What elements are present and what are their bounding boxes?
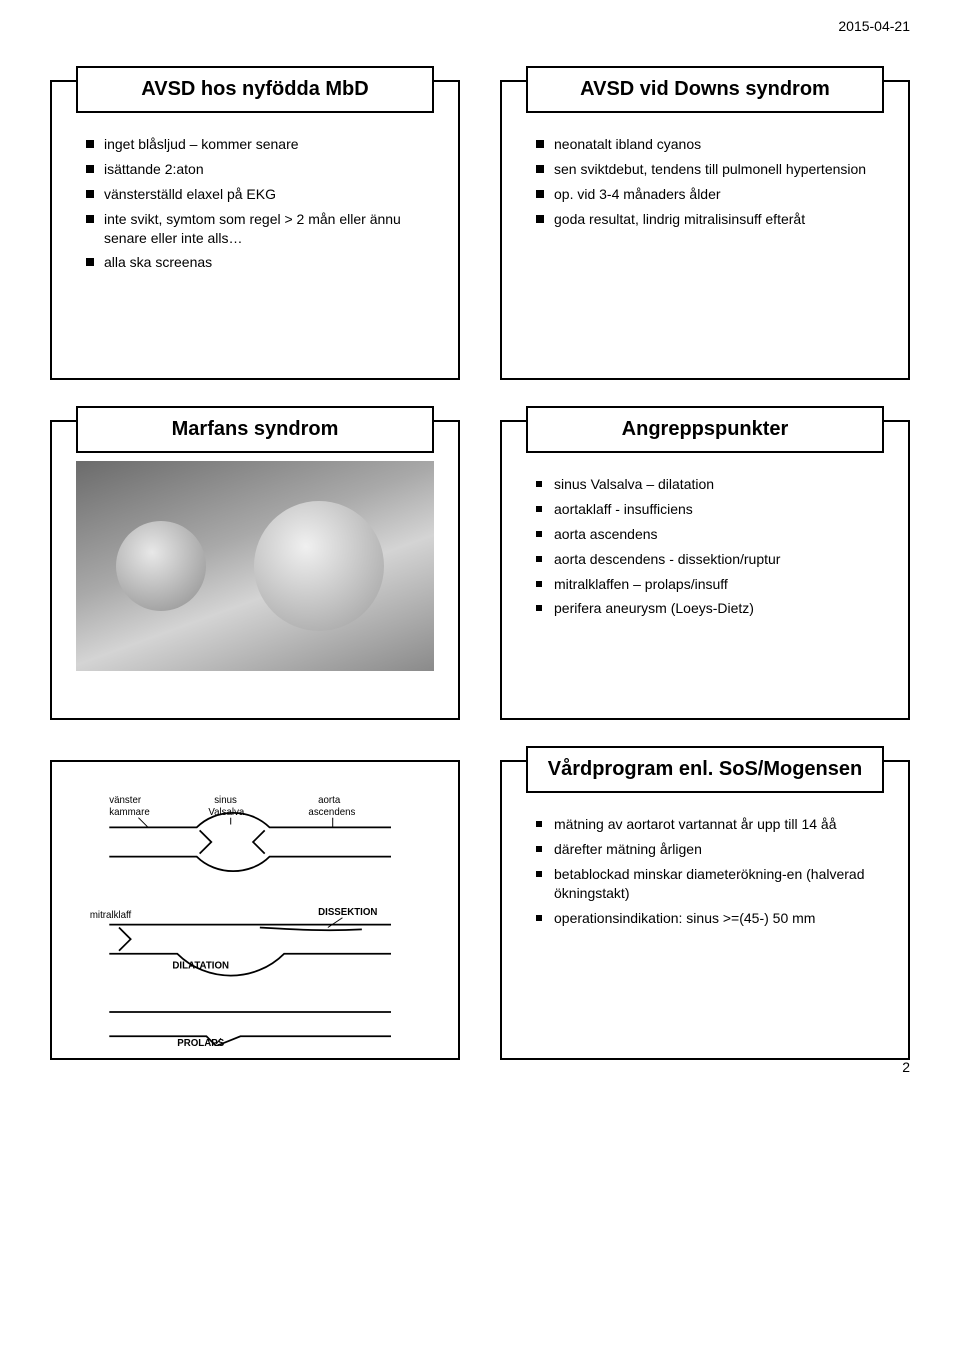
list-item: sinus Valsalva – dilatation xyxy=(536,475,880,494)
slide-title-box: AVSD vid Downs syndrom xyxy=(526,66,884,113)
label-vanster-kammare-2: kammare xyxy=(109,807,149,818)
list-item: isättande 2:aton xyxy=(86,160,430,179)
slide-title: AVSD hos nyfödda MbD xyxy=(90,78,420,101)
label-dissektion: DISSEKTION xyxy=(318,907,377,918)
list-item: op. vid 3-4 månaders ålder xyxy=(536,185,880,204)
list-item: operationsindikation: sinus >=(45-) 50 m… xyxy=(536,909,880,928)
list-item: mitralklaffen – prolaps/insuff xyxy=(536,575,880,594)
list-item: perifera aneurysm (Loeys-Dietz) xyxy=(536,599,880,618)
slide-title: AVSD vid Downs syndrom xyxy=(540,78,870,101)
slide-title: Angreppspunkter xyxy=(540,418,870,441)
label-valsalva: Valsalva xyxy=(208,807,245,818)
list-item: inget blåsljud – kommer senare xyxy=(86,135,430,154)
aorta-diagram: vänster kammare sinus Valsalva aorta asc… xyxy=(62,774,448,1046)
label-aorta: aorta xyxy=(318,795,341,806)
label-vanster-kammare: vänster xyxy=(109,795,142,806)
slide-avsd-downs: AVSD vid Downs syndrom neonatalt ibland … xyxy=(500,80,910,380)
marfans-photo xyxy=(76,461,434,671)
label-mitralklaff: mitralklaff xyxy=(90,910,132,921)
list-item: vänsterställd elaxel på EKG xyxy=(86,185,430,204)
slide-title-box: AVSD hos nyfödda MbD xyxy=(76,66,434,113)
slide-body: sinus Valsalva – dilatation aortaklaff -… xyxy=(502,461,908,638)
slide-angreppspunkter: Angreppspunkter sinus Valsalva – dilatat… xyxy=(500,420,910,720)
list-item: alla ska screenas xyxy=(86,253,430,272)
slide-avsd-nyfodda: AVSD hos nyfödda MbD inget blåsljud – ko… xyxy=(50,80,460,380)
slide-title: Vårdprogram enl. SoS/Mogensen xyxy=(540,758,870,781)
list-item: aorta descendens - dissektion/ruptur xyxy=(536,550,880,569)
list-item: därefter mätning årligen xyxy=(536,840,880,859)
slide-body: neonatalt ibland cyanos sen sviktdebut, … xyxy=(502,121,908,249)
slide-grid: AVSD hos nyfödda MbD inget blåsljud – ko… xyxy=(50,80,910,1060)
slide-title-box: Vårdprogram enl. SoS/Mogensen xyxy=(526,746,884,793)
page-number: 2 xyxy=(902,1059,910,1075)
list-item: neonatalt ibland cyanos xyxy=(536,135,880,154)
label-sinus: sinus xyxy=(214,795,237,806)
label-ascendens: ascendens xyxy=(308,807,355,818)
slide-marfans: Marfans syndrom xyxy=(50,420,460,720)
slide-title: Marfans syndrom xyxy=(90,418,420,441)
slide-title-box: Marfans syndrom xyxy=(76,406,434,453)
slide-body: inget blåsljud – kommer senare isättande… xyxy=(52,121,458,292)
list-item: aorta ascendens xyxy=(536,525,880,544)
label-dilatation: DILATATION xyxy=(172,960,229,971)
header-date: 2015-04-21 xyxy=(838,18,910,34)
list-item: aortaklaff - insufficiens xyxy=(536,500,880,519)
list-item: mätning av aortarot vartannat år upp til… xyxy=(536,815,880,834)
slide-diagram: vänster kammare sinus Valsalva aorta asc… xyxy=(50,760,460,1060)
slide-title-box: Angreppspunkter xyxy=(526,406,884,453)
list-item: goda resultat, lindrig mitralisinsuff ef… xyxy=(536,210,880,229)
slide-body: mätning av aortarot vartannat år upp til… xyxy=(502,801,908,947)
slide-vardprogram: Vårdprogram enl. SoS/Mogensen mätning av… xyxy=(500,760,910,1060)
list-item: sen sviktdebut, tendens till pulmonell h… xyxy=(536,160,880,179)
list-item: betablockad minskar diameterökning-en (h… xyxy=(536,865,880,903)
list-item: inte svikt, symtom som regel > 2 mån ell… xyxy=(86,210,430,248)
